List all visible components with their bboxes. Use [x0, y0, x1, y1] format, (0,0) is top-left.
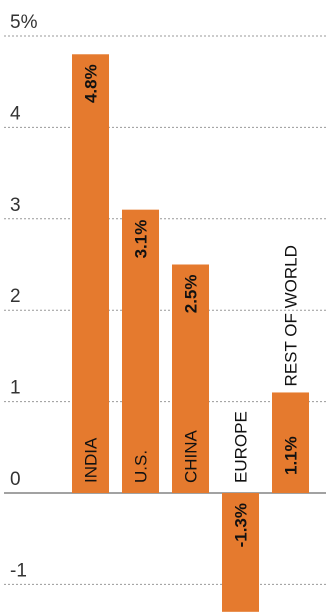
- bar-layer: [72, 54, 309, 612]
- bar-u-s-: [122, 209, 159, 493]
- y-tick-label: 2: [10, 286, 21, 307]
- value-label: 3.1%: [132, 220, 151, 259]
- value-label: 1.1%: [282, 436, 301, 475]
- y-tick-label: 1: [10, 378, 21, 399]
- grid-layer: [4, 35, 326, 585]
- y-tick-label: 4: [10, 103, 21, 124]
- value-label: -1.3%: [232, 503, 251, 547]
- category-label: CHINA: [182, 429, 201, 483]
- value-label: 2.5%: [182, 275, 201, 314]
- y-tick-label: -1: [10, 560, 27, 581]
- bar-rest-of-world: [272, 392, 309, 493]
- y-tick-label: 0: [10, 469, 21, 490]
- bar-china: [172, 264, 209, 493]
- bar-india: [72, 54, 109, 493]
- label-layer: -1 0 1 2 3 4 5% 4.8% INDIA 3.1% U.S. 2.5% CHINA -1.3%…: [10, 12, 301, 581]
- bar-europe: [222, 493, 259, 612]
- y-tick-label: 5%: [10, 12, 38, 33]
- category-label: EUROPE: [232, 411, 251, 483]
- category-label: INDIA: [82, 437, 101, 483]
- category-label: REST OF WORLD: [282, 245, 301, 386]
- category-label: U.S.: [132, 450, 151, 483]
- y-tick-label: 3: [10, 195, 21, 216]
- value-label: 4.8%: [82, 64, 101, 103]
